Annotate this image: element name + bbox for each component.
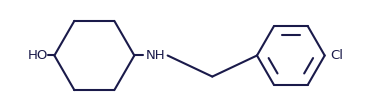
Text: NH: NH	[146, 49, 165, 62]
Text: HO: HO	[27, 49, 48, 62]
Text: Cl: Cl	[330, 49, 343, 62]
